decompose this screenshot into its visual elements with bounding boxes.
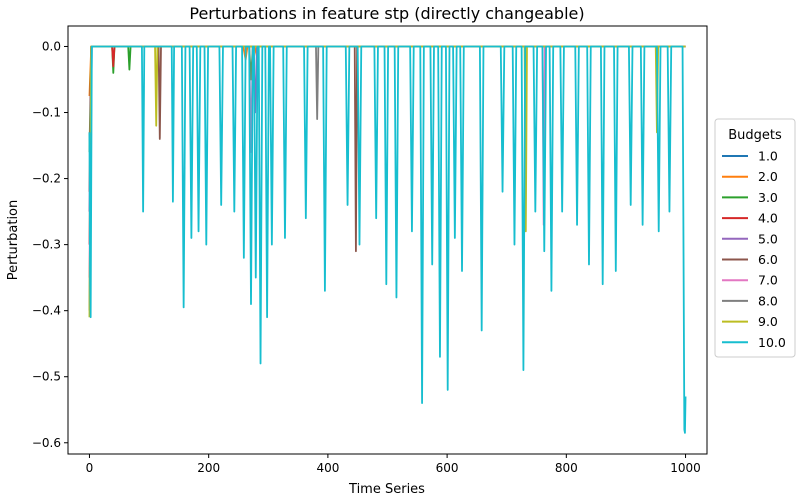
legend: Budgets 1.0 2.0 3.0 4.0 5.0 6.0 7.0 8.0 9.0 10.0 bbox=[714, 118, 796, 358]
y-axis: 0.0 −0.1 −0.2 −0.3 −0.4 −0.5 −0.6 bbox=[32, 39, 68, 450]
x-tick-label: 600 bbox=[436, 461, 459, 475]
legend-label: 6.0 bbox=[758, 252, 778, 267]
legend-frame bbox=[714, 118, 796, 358]
legend-label: 8.0 bbox=[758, 293, 778, 308]
legend-label: 7.0 bbox=[758, 273, 778, 288]
series-line-10.0 bbox=[88, 45, 687, 434]
legend-label: 3.0 bbox=[758, 190, 778, 205]
legend-label: 1.0 bbox=[758, 149, 778, 164]
x-tick-label: 1000 bbox=[670, 461, 701, 475]
series-layer bbox=[88, 45, 687, 434]
x-tick-label: 400 bbox=[316, 461, 339, 475]
y-axis-label: Perturbation bbox=[6, 200, 21, 281]
legend-label: 2.0 bbox=[758, 169, 778, 184]
x-axis-label: Time Series bbox=[348, 482, 425, 497]
y-tick-label: −0.5 bbox=[32, 370, 61, 384]
legend-label: 10.0 bbox=[758, 335, 786, 350]
x-axis: 0 200 400 600 800 1000 bbox=[86, 454, 701, 475]
legend-title: Budgets bbox=[728, 128, 782, 143]
y-tick-label: −0.4 bbox=[32, 304, 61, 318]
legend-items: 1.0 2.0 3.0 4.0 5.0 6.0 7.0 8.0 9.0 10.0 bbox=[722, 149, 786, 350]
x-tick-label: 0 bbox=[86, 461, 94, 475]
y-tick-label: −0.6 bbox=[32, 436, 61, 450]
legend-label: 9.0 bbox=[758, 314, 778, 329]
y-tick-label: −0.2 bbox=[32, 172, 61, 186]
y-tick-label: −0.1 bbox=[32, 106, 61, 120]
x-tick-label: 200 bbox=[197, 461, 220, 475]
x-tick-label: 800 bbox=[555, 461, 578, 475]
plot-frame bbox=[67, 25, 708, 455]
y-tick-label: −0.3 bbox=[32, 238, 61, 252]
legend-label: 4.0 bbox=[758, 211, 778, 226]
y-tick-label: 0.0 bbox=[42, 39, 61, 53]
legend-label: 5.0 bbox=[758, 231, 778, 246]
chart-title: Perturbations in feature stp (directly c… bbox=[189, 4, 584, 23]
